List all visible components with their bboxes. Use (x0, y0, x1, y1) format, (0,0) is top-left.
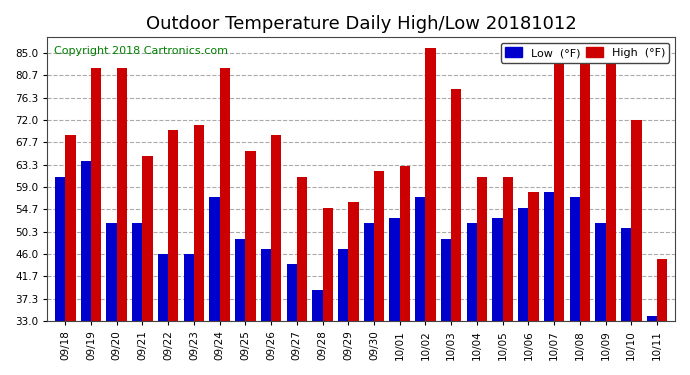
Bar (544, 192, 554, 375)
Bar (219, 68, 230, 375)
Bar (106, 223, 117, 375)
Bar (477, 177, 487, 375)
Bar (569, 197, 580, 375)
Bar (595, 223, 606, 375)
Bar (286, 264, 297, 375)
Bar (647, 316, 657, 375)
Text: Copyright 2018 Cartronics.com: Copyright 2018 Cartronics.com (54, 46, 228, 56)
Bar (374, 171, 384, 375)
Bar (55, 177, 66, 375)
Bar (209, 197, 219, 375)
Bar (466, 223, 477, 375)
Bar (261, 249, 271, 375)
Bar (322, 208, 333, 375)
Bar (142, 156, 152, 375)
Bar (132, 223, 142, 375)
Bar (313, 290, 322, 375)
Bar (400, 166, 410, 375)
Bar (81, 161, 91, 375)
Bar (493, 218, 502, 375)
Bar (338, 249, 348, 375)
Bar (158, 254, 168, 375)
Bar (168, 130, 179, 375)
Bar (657, 259, 667, 375)
Bar (518, 208, 529, 375)
Bar (184, 254, 194, 375)
Bar (389, 218, 400, 375)
Bar (502, 177, 513, 375)
Title: Outdoor Temperature Daily High/Low 20181012: Outdoor Temperature Daily High/Low 20181… (146, 15, 577, 33)
Bar (606, 63, 616, 375)
Legend: Low  (°F), High  (°F): Low (°F), High (°F) (501, 43, 669, 63)
Bar (364, 223, 374, 375)
Bar (451, 89, 462, 375)
Bar (246, 151, 256, 375)
Bar (194, 125, 204, 375)
Bar (297, 177, 307, 375)
Bar (348, 202, 359, 375)
Bar (441, 238, 451, 375)
Bar (117, 68, 127, 375)
Bar (66, 135, 76, 375)
Bar (529, 192, 539, 375)
Bar (91, 68, 101, 375)
Bar (631, 120, 642, 375)
Bar (580, 53, 590, 375)
Bar (235, 238, 246, 375)
Bar (554, 63, 564, 375)
Bar (415, 197, 426, 375)
Bar (271, 135, 282, 375)
Bar (621, 228, 631, 375)
Bar (426, 48, 436, 375)
